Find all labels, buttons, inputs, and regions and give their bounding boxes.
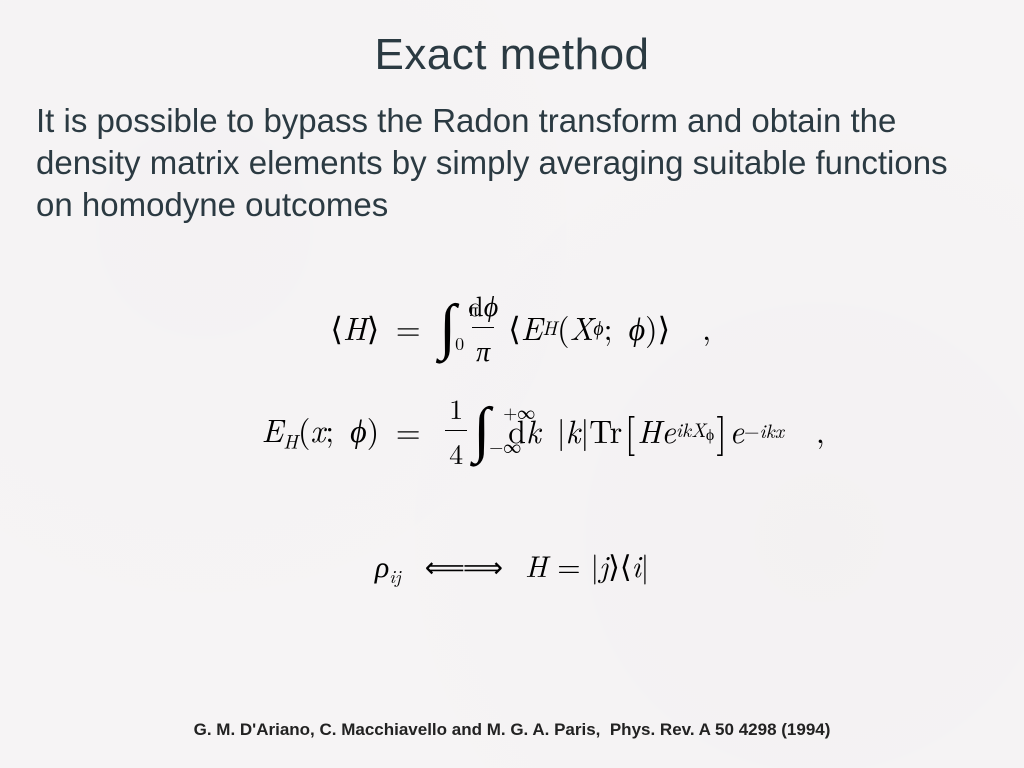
equation-block: ⟨H⟩ = ∫ π 0 dϕ π ⟨EH(Xϕ; ϕ)⟩ , xyxy=(36,267,988,589)
eq1-upper-limit: π xyxy=(469,297,478,322)
slide-title: Exact method xyxy=(36,30,988,80)
iff-arrow-icon: ⟸⟹ xyxy=(425,546,501,586)
eq2-prefactor-den: 4 xyxy=(445,430,467,473)
citation-pages-year: 4298 (1994) xyxy=(739,720,831,739)
eq2-upper-limit: +∞ xyxy=(503,400,535,425)
citation-line: G. M. D'Ariano, C. Macchiavello and M. G… xyxy=(0,720,1024,740)
equation-3: ρij ⟸⟹ H = |j⟩⟨i| xyxy=(36,543,988,589)
slide: Exact method It is possible to bypass th… xyxy=(0,0,1024,768)
citation-journal: Phys. Rev. A xyxy=(610,720,710,739)
citation-volume: 50 xyxy=(715,720,734,739)
eq2-lower-limit: −∞ xyxy=(489,434,521,459)
eq1-lower-limit: 0 xyxy=(455,331,464,356)
equation-1: ⟨H⟩ = ∫ π 0 dϕ π ⟨EH(Xϕ; ϕ)⟩ , xyxy=(199,285,825,370)
slide-body-text: It is possible to bypass the Radon trans… xyxy=(36,100,988,227)
equation-2: EH(x; ϕ) = 1 4 ∫ +∞ −∞ dk |k|Tr[HeikXϕ]e… xyxy=(199,388,825,473)
citation-authors: G. M. D'Ariano, C. Macchiavello and M. G… xyxy=(194,720,601,739)
eq2-prefactor-num: 1 xyxy=(445,388,467,430)
